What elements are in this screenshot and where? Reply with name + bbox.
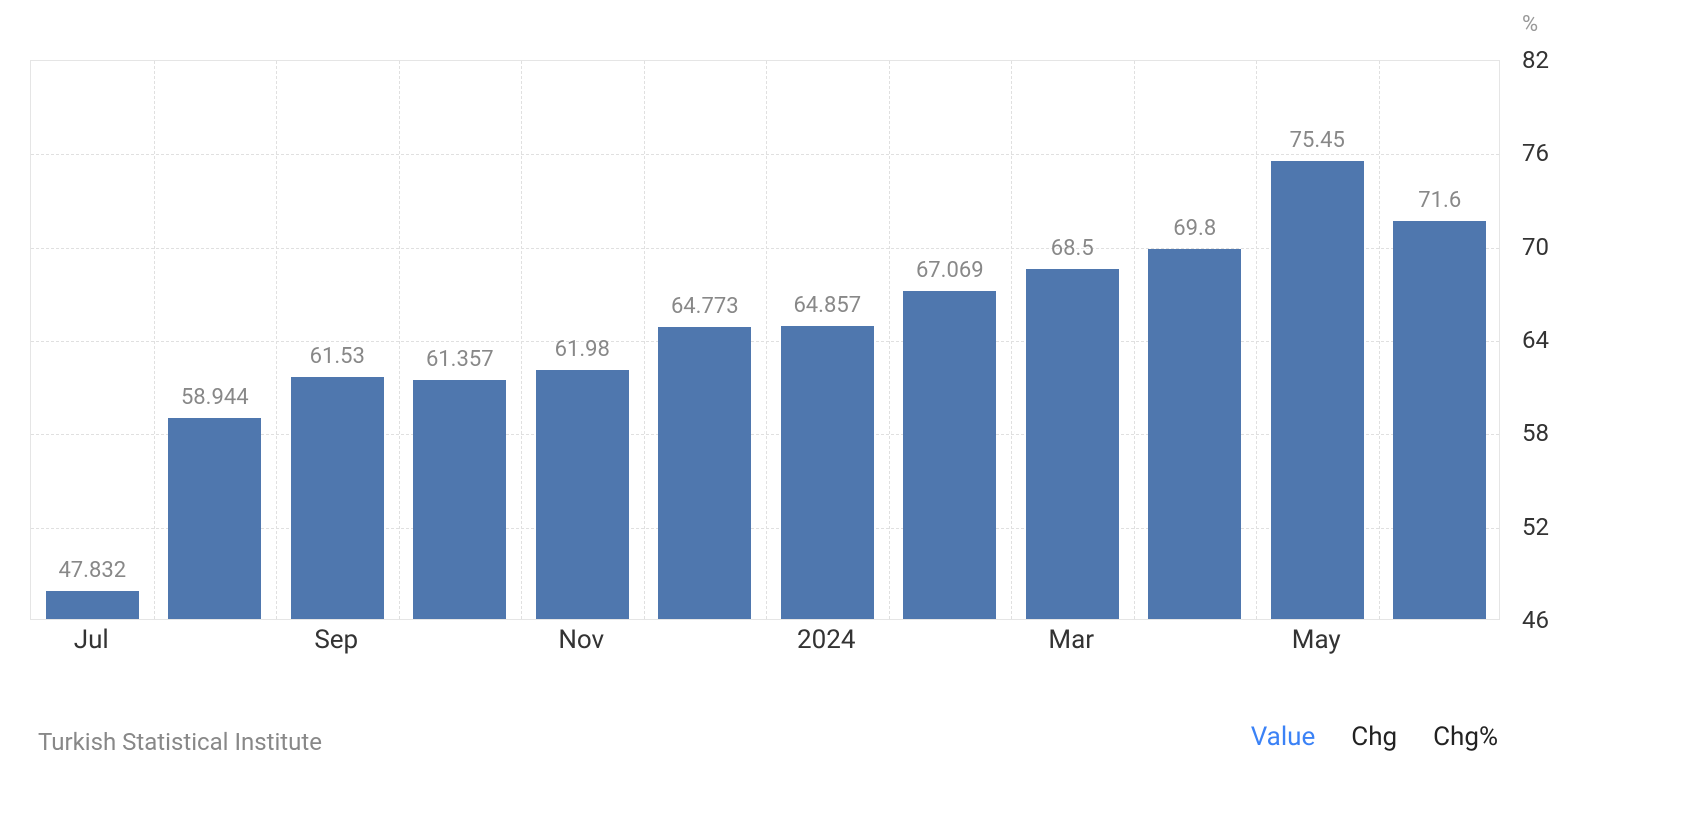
tab-chg-pct[interactable]: Chg% — [1433, 722, 1498, 752]
y-tick-label: 46 — [1522, 606, 1549, 634]
x-tick-label: Sep — [314, 625, 358, 655]
tabs: Value Chg Chg% — [1251, 722, 1498, 752]
bar[interactable] — [46, 591, 139, 619]
gridline-vertical — [1256, 61, 1257, 619]
bar[interactable] — [1393, 221, 1486, 619]
bar-value-label: 75.45 — [1290, 128, 1345, 153]
bar-value-label: 61.53 — [310, 344, 365, 369]
gridline-vertical — [521, 61, 522, 619]
y-axis: 46525864707682 — [1510, 60, 1570, 620]
bar[interactable] — [1271, 161, 1364, 619]
bar[interactable] — [658, 327, 751, 619]
bar-value-label: 61.357 — [426, 347, 494, 372]
gridline-vertical — [276, 61, 277, 619]
bar-value-label: 47.832 — [58, 558, 126, 583]
y-tick-label: 52 — [1522, 513, 1549, 541]
bar-value-label: 69.8 — [1173, 216, 1216, 241]
gridline-vertical — [1379, 61, 1380, 619]
tab-chg[interactable]: Chg — [1351, 722, 1397, 752]
gridline-vertical — [644, 61, 645, 619]
y-tick-label: 82 — [1522, 46, 1549, 74]
y-tick-label: 70 — [1522, 233, 1549, 261]
tab-value[interactable]: Value — [1251, 722, 1316, 752]
gridline-vertical — [766, 61, 767, 619]
x-tick-label: Mar — [1048, 625, 1094, 655]
bar[interactable] — [781, 326, 874, 619]
gridline-horizontal — [31, 154, 1499, 155]
gridline-vertical — [154, 61, 155, 619]
chart-plot-area: 47.832 58.944 61.53 61.357 61.98 64.773 64.857… — [30, 60, 1500, 620]
y-tick-label: 76 — [1522, 139, 1549, 167]
gridline-vertical — [399, 61, 400, 619]
x-tick-label: Nov — [558, 625, 604, 655]
bar-value-label: 71.6 — [1418, 188, 1461, 213]
bar[interactable] — [168, 418, 261, 619]
bar-value-label: 67.069 — [916, 258, 984, 283]
plot-border: 47.832 58.944 61.53 61.357 61.98 64.773 64.857… — [30, 60, 1500, 620]
x-tick-label: May — [1292, 625, 1341, 655]
bar-value-label: 64.773 — [671, 294, 739, 319]
bar[interactable] — [291, 377, 384, 619]
bar[interactable] — [413, 380, 506, 619]
bar[interactable] — [1026, 269, 1119, 619]
y-tick-label: 58 — [1522, 419, 1549, 447]
bar-value-label: 68.5 — [1051, 236, 1094, 261]
gridline-vertical — [889, 61, 890, 619]
y-axis-unit: % — [1522, 12, 1538, 37]
source-attribution: Turkish Statistical Institute — [38, 728, 322, 756]
x-tick-label: 2024 — [797, 625, 855, 655]
bar-value-label: 58.944 — [181, 385, 249, 410]
x-axis: Jul Sep Nov 2024 Mar May — [30, 625, 1500, 665]
bar[interactable] — [903, 291, 996, 619]
bar-value-label: 61.98 — [555, 337, 610, 362]
bar[interactable] — [536, 370, 629, 619]
y-tick-label: 64 — [1522, 326, 1549, 354]
bar-value-label: 64.857 — [793, 293, 861, 318]
gridline-vertical — [1011, 61, 1012, 619]
gridline-vertical — [1134, 61, 1135, 619]
bar[interactable] — [1148, 249, 1241, 619]
x-tick-label: Jul — [74, 625, 109, 655]
